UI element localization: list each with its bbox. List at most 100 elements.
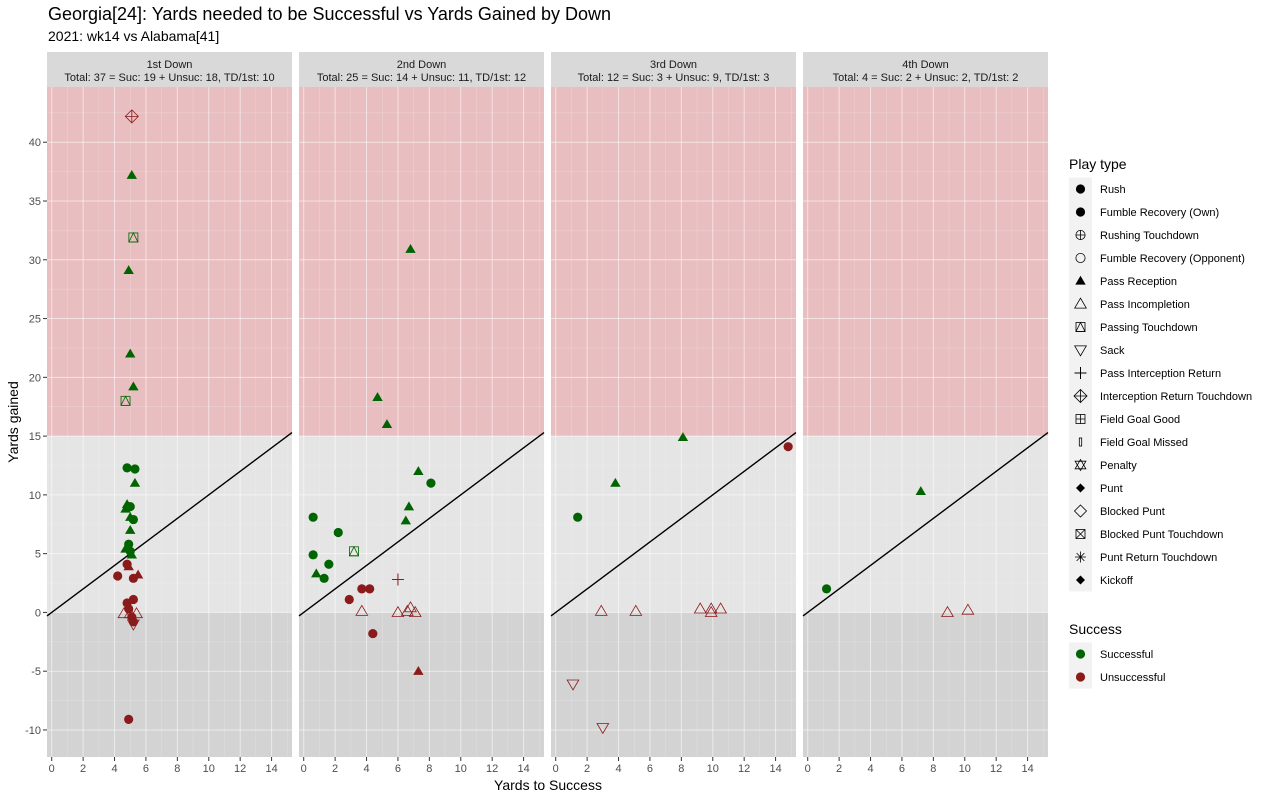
data-point — [693, 602, 707, 614]
legend-item: Fumble Recovery (Opponent) — [1069, 246, 1245, 270]
data-point — [368, 628, 378, 639]
data-point — [311, 568, 322, 578]
data-point — [821, 584, 832, 594]
x-tick-label: 4 — [111, 763, 117, 775]
legend-label: Punt — [1100, 483, 1123, 495]
data-point — [629, 604, 643, 616]
data-point — [308, 512, 318, 522]
data-point — [573, 512, 583, 522]
data-point — [413, 466, 424, 476]
data-point — [372, 392, 383, 401]
data-point — [357, 584, 367, 594]
data-point — [400, 515, 411, 525]
legend-key-icon — [1075, 275, 1086, 285]
legend-label: Pass Interception Return — [1100, 368, 1221, 380]
x-tick-label: 12 — [738, 763, 750, 775]
legend-label: Successful — [1100, 649, 1153, 661]
x-tick-label: 8 — [426, 763, 432, 775]
data-point — [413, 665, 424, 675]
x-tick-label: 6 — [899, 763, 905, 775]
legend-key-icon — [1076, 483, 1085, 493]
y-tick-label: 0 — [35, 607, 41, 619]
legend-key-icon — [1073, 388, 1088, 404]
legend-item: Passing Touchdown — [1069, 315, 1198, 339]
x-tick-label: 14 — [1021, 763, 1033, 775]
data-point — [566, 679, 580, 691]
legend-key-icon — [1076, 575, 1085, 585]
legend-key-icon — [1074, 345, 1087, 357]
loss-band — [299, 612, 544, 757]
data-point — [404, 601, 418, 613]
y-tick-label: 5 — [35, 549, 41, 561]
x-tick-label: 10 — [203, 763, 215, 775]
panel-strip — [551, 52, 796, 87]
legend-label: Pass Incompletion — [1100, 299, 1190, 311]
success-reference-line — [46, 432, 293, 617]
legend-label: Blocked Punt Touchdown — [1100, 529, 1223, 541]
legend-success: Success Successful Unsuccessful — [1069, 621, 1165, 689]
x-tick-label: 6 — [143, 763, 149, 775]
x-tick-label: 10 — [959, 763, 971, 775]
x-tick-label: 6 — [647, 763, 653, 775]
legend-item: Pass Reception — [1069, 269, 1177, 293]
legend-key-icon — [1075, 321, 1086, 332]
data-point — [124, 109, 139, 124]
grid-lines — [299, 87, 544, 757]
y-tick-label: 15 — [29, 431, 41, 443]
legend-label: Passing Touchdown — [1100, 322, 1198, 334]
explosive-band — [299, 87, 544, 437]
panel-title: 3rd Down — [650, 59, 697, 71]
legend-key-dot — [1075, 672, 1086, 682]
legend-play-type: Play type Rush Fumble Recovery (Own) Rushin… — [1069, 156, 1252, 592]
legend-item: Blocked Punt Touchdown — [1069, 522, 1223, 546]
chart-title: Georgia[24]: Yards needed to be Successf… — [48, 4, 612, 24]
success-reference-line — [550, 432, 797, 617]
legend-key-icon — [1075, 414, 1086, 424]
legend-title: Play type — [1069, 156, 1127, 172]
y-axis-title: Yards gained — [5, 381, 21, 462]
legend-label: Pass Reception — [1100, 276, 1177, 288]
legend-label: Kickoff — [1100, 575, 1134, 587]
legend-item: Sack — [1069, 338, 1125, 362]
legend-item: Penalty — [1069, 453, 1137, 477]
data-point — [677, 432, 689, 441]
y-tick-label: 40 — [29, 137, 41, 149]
data-point — [122, 463, 132, 473]
x-tick-label: 12 — [234, 763, 246, 775]
x-tick-label: 2 — [584, 763, 590, 775]
data-point — [120, 503, 131, 513]
panel-title: 4th Down — [902, 59, 948, 71]
grid-lines — [551, 87, 796, 757]
legend-item: Blocked Punt — [1069, 499, 1165, 523]
explosive-band — [551, 87, 796, 437]
data-point — [940, 605, 954, 617]
data-point — [130, 464, 140, 474]
legend-key-icon — [1075, 252, 1086, 263]
data-point — [714, 602, 728, 614]
panel-title: 2nd Down — [397, 59, 447, 71]
explosive-band — [47, 87, 292, 437]
legend-label: Interception Return Touchdown — [1100, 391, 1252, 403]
data-point — [126, 549, 138, 559]
y-tick-label: 30 — [29, 255, 41, 267]
data-point — [125, 348, 136, 358]
loss-band — [803, 612, 1048, 757]
legend-key-icon — [1078, 437, 1083, 447]
x-tick-label: 2 — [80, 763, 86, 775]
data-point — [126, 169, 138, 179]
legend-item: Rushing Touchdown — [1069, 223, 1199, 247]
legend-key-icon — [1075, 229, 1086, 240]
x-tick-label: 4 — [363, 763, 369, 775]
data-point — [596, 723, 610, 735]
data-point — [400, 604, 414, 616]
legend-item: Punt — [1069, 476, 1123, 500]
data-point — [130, 607, 144, 619]
legend-label: Rushing Touchdown — [1100, 230, 1199, 242]
chart-subtitle: 2021: wk14 vs Alabama[41] — [48, 28, 220, 44]
data-point — [704, 602, 718, 614]
data-point — [915, 486, 926, 496]
y-tick-label: -5 — [31, 666, 41, 678]
legend-item: Pass Incompletion — [1069, 292, 1190, 316]
data-point — [391, 573, 404, 586]
